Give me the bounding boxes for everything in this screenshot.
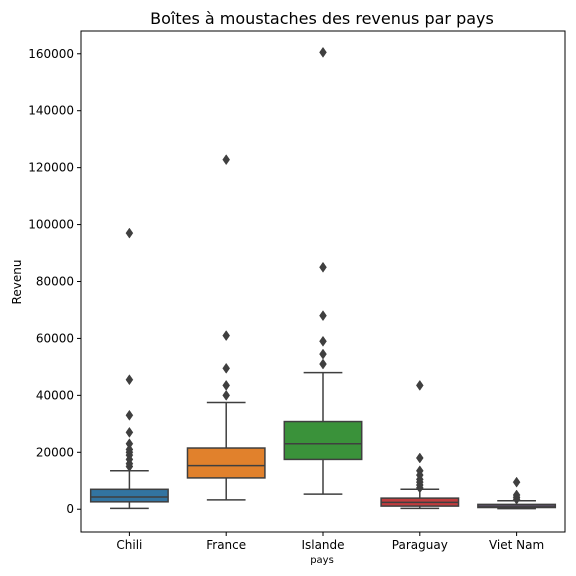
outlier-point: [415, 465, 424, 477]
outlier-point: [319, 335, 327, 347]
outlier-point: [512, 476, 521, 488]
y-tick-label: 160000: [28, 47, 74, 61]
outlier-point: [222, 362, 231, 374]
outlier-point: [319, 46, 327, 58]
box-group-viet-nam: [477, 476, 557, 510]
box-group-france: [186, 154, 266, 501]
box-group-paraguay: [380, 379, 460, 510]
outlier-point: [512, 489, 521, 501]
outlier-point: [125, 374, 134, 386]
outlier-point: [415, 452, 424, 464]
x-tick-label: Paraguay: [392, 538, 448, 552]
outlier-point: [125, 409, 134, 421]
y-tick-label: 0: [66, 502, 74, 516]
outlier-point: [222, 330, 231, 342]
y-tick-label: 40000: [36, 388, 74, 402]
outlier-point: [125, 438, 134, 450]
chart-title: Boîtes à moustaches des revenus par pays: [150, 9, 494, 28]
x-tick-label: Islande: [301, 538, 344, 552]
outlier-point: [222, 379, 231, 391]
box-plots: [89, 46, 557, 510]
box: [283, 420, 363, 461]
outlier-point: [125, 444, 134, 455]
x-tick-label: France: [206, 538, 246, 552]
box-group-islande: [283, 46, 363, 495]
x-axis-label: pays: [310, 555, 334, 566]
y-tick-label: 120000: [28, 161, 74, 175]
y-tick-label: 20000: [36, 445, 74, 459]
outlier-point: [319, 261, 327, 273]
box: [89, 488, 169, 503]
outlier-point: [222, 389, 231, 401]
outlier-point: [319, 348, 327, 360]
outlier-point: [319, 358, 327, 370]
x-axis: Chili France Islande Paraguay Viet Nam: [116, 532, 544, 552]
outlier-point: [415, 379, 424, 391]
x-tick-label: Chili: [116, 538, 142, 552]
outlier-point: [319, 310, 327, 322]
box: [186, 447, 266, 479]
x-tick-label: Viet Nam: [489, 538, 544, 552]
box-group-chili: [89, 227, 169, 510]
y-tick-label: 140000: [28, 104, 74, 118]
y-tick-label: 80000: [36, 275, 74, 289]
outlier-point: [222, 154, 231, 166]
outlier-point: [125, 227, 134, 239]
y-tick-label: 100000: [28, 218, 74, 232]
y-axis: 0 20000 40000 60000 80000 100000 120000 140000 1…: [28, 47, 81, 516]
outlier-point: [125, 426, 134, 438]
y-axis-label: Revenu: [10, 260, 24, 305]
y-tick-label: 60000: [36, 331, 74, 345]
